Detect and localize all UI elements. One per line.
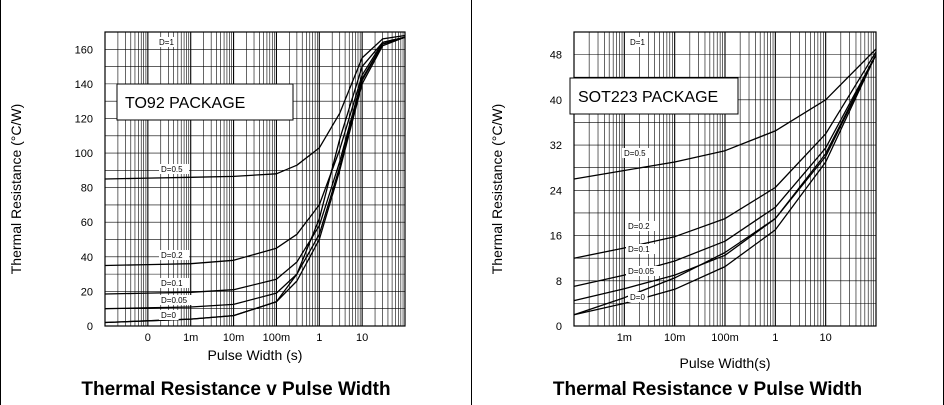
series-label: D=0.2 xyxy=(161,251,183,260)
series-line xyxy=(104,34,406,180)
y-tick-label: 80 xyxy=(81,183,93,195)
series-label-bg xyxy=(159,295,195,305)
package-label-box xyxy=(569,77,739,115)
y-tick-label: 8 xyxy=(556,276,562,288)
series-line xyxy=(573,54,877,288)
package-label-box xyxy=(116,83,294,121)
x-axis-label: Pulse Width (s) xyxy=(208,347,303,363)
y-tick-label: 140 xyxy=(75,79,93,91)
y-tick-label: 40 xyxy=(81,252,93,264)
series-line xyxy=(573,54,877,316)
y-tick-label: 160 xyxy=(75,44,93,56)
series-label-bg xyxy=(159,310,179,320)
y-axis-label: Thermal Resistance (°C/W) xyxy=(8,104,24,275)
x-tick-label: 0 xyxy=(145,332,151,344)
x-tick-label: 100m xyxy=(263,332,291,344)
series-label-bg xyxy=(628,292,648,302)
series-label-bg xyxy=(159,164,189,174)
x-tick-label: 1m xyxy=(617,332,632,344)
y-tick-label: 60 xyxy=(81,217,93,229)
y-tick-label: 16 xyxy=(550,231,562,243)
y-tick-label: 0 xyxy=(87,321,93,333)
y-axis-label: Thermal Resistance (°C/W) xyxy=(489,104,505,275)
series-label: D=0.5 xyxy=(161,165,183,174)
y-tick-label: 0 xyxy=(556,321,562,333)
series-label: D=0.1 xyxy=(628,245,650,254)
y-tick-label: 32 xyxy=(550,140,562,152)
y-tick-label: 24 xyxy=(550,185,562,197)
y-tick-label: 100 xyxy=(75,148,93,160)
y-tick-label: 20 xyxy=(81,286,93,298)
series-label: D=0.5 xyxy=(624,149,646,158)
chart-panel-sot223: 0 8 16 24 32 40 48 1m 10m 100m 1 10 Pulse Width(s) Th… xyxy=(472,0,944,405)
series-line xyxy=(573,54,877,316)
series-line xyxy=(573,54,877,302)
series-line xyxy=(104,36,406,267)
x-tick-label: 1m xyxy=(183,332,198,344)
x-axis-label: Pulse Width(s) xyxy=(679,355,770,371)
series-label: D=0.05 xyxy=(161,296,188,305)
series-label-bg xyxy=(159,278,189,288)
series-label: D=0 xyxy=(161,311,176,320)
y-tick-label: 48 xyxy=(550,50,562,62)
thermal-chart-to92: 0 20 40 60 80 100 120 140 160 0 1m 10m 100m 1 10 Pulse … xyxy=(8,31,406,363)
series-label-bg xyxy=(157,37,177,47)
x-tick-label: 10m xyxy=(664,332,685,344)
series-label-bg xyxy=(628,37,648,47)
x-tick-label: 10 xyxy=(356,332,368,344)
series-line xyxy=(573,48,877,180)
x-tick-label: 1 xyxy=(316,332,322,344)
thermal-chart-sot223: 0 8 16 24 32 40 48 1m 10m 100m 1 10 Pulse Width(s) Th… xyxy=(489,31,877,371)
series-label-bg xyxy=(626,221,656,231)
x-tick-label: 1 xyxy=(772,332,778,344)
chart-title: Thermal Resistance v Pulse Width xyxy=(552,379,863,400)
series-label: D=1 xyxy=(630,38,645,47)
y-tick-label: 40 xyxy=(550,95,562,107)
series-group xyxy=(573,48,877,316)
series-label: D=1 xyxy=(159,38,174,47)
series-label-bg xyxy=(622,148,652,158)
x-tick-label: 100m xyxy=(711,332,739,344)
series-label: D=0.2 xyxy=(628,222,650,231)
series-label: D=0.1 xyxy=(161,279,183,288)
grid xyxy=(105,32,405,326)
series-label-bg xyxy=(626,244,656,254)
series-line xyxy=(573,51,877,259)
series-label-bg xyxy=(626,266,662,276)
y-tick-label: 120 xyxy=(75,113,93,125)
plot-frame xyxy=(104,31,406,327)
x-tick-label: 10 xyxy=(820,332,832,344)
package-label: SOT223 PACKAGE xyxy=(578,89,718,106)
series-label: D=0 xyxy=(630,293,645,302)
series-label-bg xyxy=(159,250,189,260)
series-line xyxy=(104,36,406,310)
package-label: TO92 PACKAGE xyxy=(125,95,245,112)
x-tick-label: 10m xyxy=(223,332,244,344)
chart-title: Thermal Resistance v Pulse Width xyxy=(81,379,391,400)
chart-panel-to92: 0 20 40 60 80 100 120 140 160 0 1m 10m 100m 1 10 Pulse … xyxy=(0,0,472,405)
series-label: D=0.05 xyxy=(628,267,655,276)
